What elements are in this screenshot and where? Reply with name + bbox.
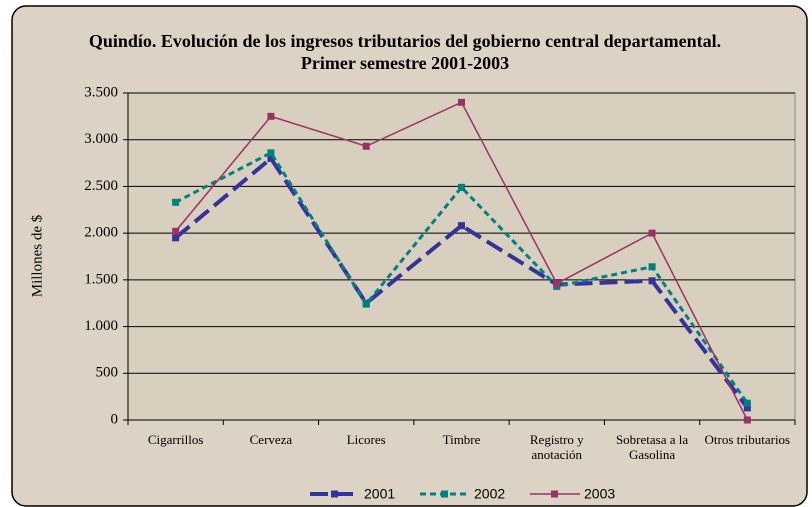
y-tick-label: 3.500 — [84, 84, 118, 100]
point-marker — [267, 154, 275, 162]
legend-marker — [441, 490, 448, 498]
y-tick-label: 2.000 — [84, 225, 118, 241]
point-marker — [743, 416, 751, 424]
y-tick-label: 0 — [111, 411, 119, 427]
chart-title: Quindío. Evolución de los ingresos tribu… — [88, 31, 722, 73]
point-marker — [362, 300, 370, 308]
point-marker — [172, 227, 180, 235]
point-marker — [648, 263, 656, 271]
x-tick-label: Sobretasa a la Gasolina — [615, 432, 689, 462]
y-tick-label: 1.500 — [84, 271, 118, 287]
plot-area — [127, 92, 796, 421]
point-marker — [362, 142, 370, 150]
legend-label: 2001 — [364, 486, 395, 502]
y-axis-label: Millones de $ — [29, 214, 45, 297]
x-tick-label: Cigarrillos — [147, 432, 204, 447]
point-marker — [458, 222, 465, 230]
legend-label: 2002 — [474, 486, 505, 502]
y-tick-label: 500 — [96, 365, 119, 381]
point-marker — [743, 404, 751, 412]
point-marker — [458, 183, 465, 191]
y-tick-label: 1.000 — [84, 318, 118, 334]
x-tick-label: Licores — [346, 432, 386, 447]
x-tick-label: Cerveza — [249, 432, 293, 447]
x-tick-label: Otros tributarios — [704, 432, 791, 447]
y-tick-label: 3.000 — [84, 131, 118, 147]
point-marker — [267, 112, 275, 120]
y-tick-label: 2.500 — [84, 178, 118, 194]
point-marker — [267, 149, 275, 157]
point-marker — [172, 234, 180, 242]
point-marker — [743, 399, 751, 407]
legend-marker — [551, 490, 558, 498]
legend-label: 2003 — [584, 486, 615, 502]
point-marker — [172, 198, 180, 206]
legend-marker — [331, 490, 338, 498]
point-marker — [648, 229, 656, 237]
x-tick-label: Registro y anotación — [529, 432, 584, 462]
x-tick-label: Timbre — [442, 432, 481, 447]
point-marker — [553, 280, 561, 288]
point-marker — [648, 277, 656, 285]
point-marker — [458, 98, 465, 106]
